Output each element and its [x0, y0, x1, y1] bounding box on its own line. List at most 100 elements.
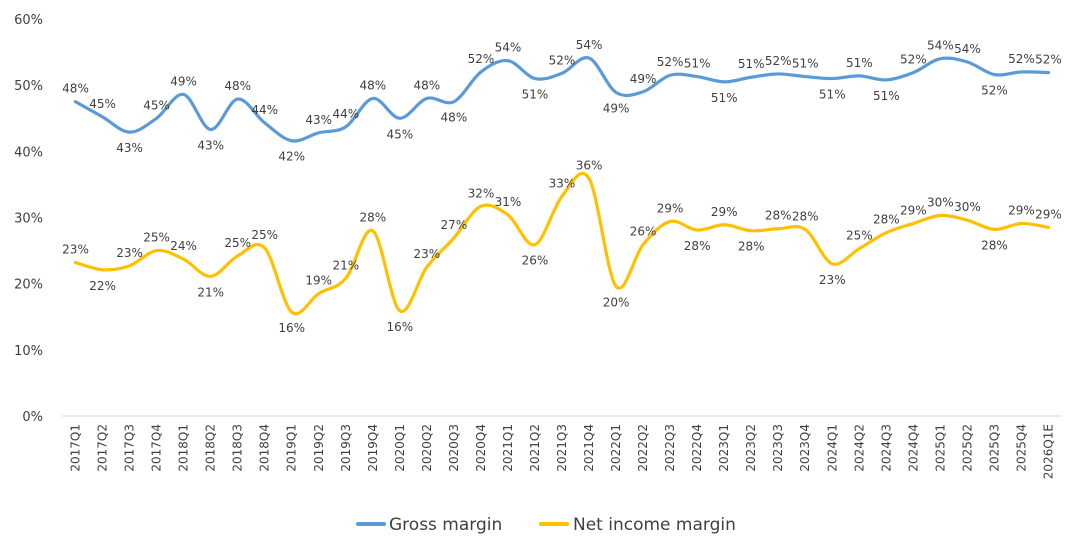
data-label-gross-margin-2024q4: 52%	[900, 53, 927, 67]
data-point-gross-margin-2024q2	[857, 74, 861, 78]
data-point-gross-margin-2024q4	[911, 71, 915, 75]
data-label-net-income-margin-2025q3: 28%	[981, 238, 1008, 252]
x-tick-label-2024q4: 2024Q4	[906, 424, 920, 472]
x-tick-label-2022q4: 2022Q4	[690, 424, 704, 472]
data-point-net-income-margin-2018q4	[263, 246, 267, 250]
data-label-net-income-margin-2020q4: 32%	[468, 186, 495, 200]
data-label-net-income-margin-2024q1: 23%	[819, 273, 846, 287]
data-point-net-income-margin-2018q1	[182, 257, 186, 261]
data-point-gross-margin-2021q3	[560, 71, 564, 75]
data-label-gross-margin-2025q3: 52%	[981, 84, 1008, 98]
data-point-net-income-margin-2026q1e	[1046, 225, 1050, 229]
legend: Gross margin Net income margin	[356, 515, 736, 535]
data-label-net-income-margin-2024q3: 28%	[873, 213, 900, 227]
data-label-net-income-margin-2023q2: 28%	[738, 240, 765, 254]
y-tick-label-40: 40%	[14, 145, 43, 160]
y-tick-label-30: 30%	[14, 212, 43, 227]
data-point-net-income-margin-2019q2	[317, 292, 321, 296]
data-point-gross-margin-2022q1	[614, 90, 618, 94]
data-label-gross-margin-2022q2: 49%	[630, 72, 657, 86]
x-tick-label-2021q1: 2021Q1	[501, 424, 515, 472]
data-label-gross-margin-2017q2: 45%	[89, 97, 116, 111]
data-point-net-income-margin-2024q1	[830, 262, 834, 266]
data-point-gross-margin-2018q3	[236, 97, 240, 101]
legend-label-net-income-margin: Net income margin	[573, 515, 736, 535]
y-tick-label-20: 20%	[14, 278, 43, 293]
data-label-gross-margin-2023q2: 51%	[738, 57, 765, 71]
data-label-net-income-margin-2019q2: 19%	[305, 274, 332, 288]
data-label-gross-margin-2019q3: 44%	[332, 107, 359, 121]
data-point-net-income-margin-2022q1	[614, 284, 618, 288]
data-label-gross-margin-2026q1e: 52%	[1035, 53, 1062, 67]
data-label-net-income-margin-2019q1: 16%	[278, 321, 305, 335]
x-tick-label-2023q1: 2023Q1	[717, 424, 731, 472]
data-label-gross-margin-2018q1: 49%	[170, 74, 197, 88]
data-point-net-income-margin-2017q2	[101, 268, 105, 272]
data-point-net-income-margin-2024q3	[884, 231, 888, 235]
data-point-gross-margin-2018q4	[263, 121, 267, 125]
data-point-gross-margin-2017q3	[128, 130, 132, 134]
data-label-gross-margin-2023q3: 52%	[765, 54, 792, 68]
data-point-gross-margin-2026q1e	[1046, 71, 1050, 75]
data-label-gross-margin-2018q3: 48%	[224, 79, 251, 93]
x-tick-label-2022q3: 2022Q3	[663, 424, 677, 472]
data-labels-layer: 48%45%43%45%49%43%48%44%42%43% 44%48%45%4…	[62, 38, 1062, 335]
data-point-gross-margin-2017q1	[74, 100, 78, 104]
data-label-net-income-margin-2024q4: 29%	[900, 203, 927, 217]
x-tick-label-2022q1: 2022Q1	[609, 424, 623, 472]
data-label-gross-margin-2019q2: 43%	[305, 113, 332, 127]
x-tick-label-2025q2: 2025Q2	[960, 424, 974, 472]
data-point-gross-margin-2022q2	[641, 90, 645, 94]
data-point-net-income-margin-2020q1	[398, 309, 402, 313]
data-label-net-income-margin-2019q4: 28%	[359, 211, 386, 225]
data-label-gross-margin-2025q4: 52%	[1008, 52, 1035, 66]
data-label-net-income-margin-2021q1: 31%	[495, 195, 522, 209]
data-point-net-income-margin-2023q1	[722, 223, 726, 227]
x-tick-label-2020q4: 2020Q4	[474, 424, 488, 472]
data-label-gross-margin-2021q1: 54%	[495, 41, 522, 55]
series-line-net-income-margin	[73, 171, 1051, 316]
y-axis: 0% 10% 20% 30% 40% 50% 60%	[14, 13, 43, 425]
data-label-gross-margin-2019q1: 42%	[278, 150, 305, 164]
data-point-gross-margin-2018q1	[182, 92, 186, 96]
data-label-net-income-margin-2018q1: 24%	[170, 239, 197, 253]
data-point-net-income-margin-2021q3	[560, 194, 564, 198]
data-label-net-income-margin-2020q2: 23%	[414, 247, 441, 261]
data-point-net-income-margin-2021q2	[533, 243, 537, 247]
data-label-gross-margin-2022q3: 52%	[657, 55, 684, 69]
data-label-net-income-margin-2017q2: 22%	[89, 279, 116, 293]
x-tick-label-2024q1: 2024Q1	[825, 424, 839, 472]
data-point-gross-margin-2019q4	[371, 96, 375, 100]
data-label-net-income-margin-2021q2: 26%	[522, 254, 549, 268]
data-label-gross-margin-2024q2: 51%	[846, 56, 873, 70]
data-point-gross-margin-2025q1	[938, 57, 942, 61]
data-label-gross-margin-2018q2: 43%	[197, 138, 224, 152]
data-label-net-income-margin-2023q1: 29%	[711, 205, 738, 219]
data-label-net-income-margin-2024q2: 25%	[846, 229, 873, 243]
data-label-gross-margin-2024q1: 51%	[819, 88, 846, 102]
data-point-gross-margin-2023q4	[803, 75, 807, 79]
x-tick-label-2017q1: 2017Q1	[69, 424, 83, 472]
data-point-net-income-margin-2017q3	[128, 264, 132, 268]
x-tick-label-2021q3: 2021Q3	[555, 424, 569, 472]
data-point-gross-margin-2025q2	[965, 60, 969, 64]
data-label-gross-margin-2017q3: 43%	[116, 141, 143, 155]
data-point-gross-margin-2017q4	[155, 116, 159, 120]
data-label-gross-margin-2023q4: 51%	[792, 57, 819, 71]
x-tick-label-2023q2: 2023Q2	[744, 424, 758, 472]
x-tick-label-2020q2: 2020Q2	[420, 424, 434, 472]
data-point-net-income-margin-2017q1	[74, 260, 78, 264]
data-point-net-income-margin-2023q4	[803, 227, 807, 231]
data-label-gross-margin-2024q3: 51%	[873, 89, 900, 103]
data-label-net-income-margin-2020q3: 27%	[441, 218, 468, 232]
x-tick-label-2024q3: 2024Q3	[879, 424, 893, 472]
series-line-gross-margin	[73, 56, 1051, 143]
x-tick-label-2017q2: 2017Q2	[96, 424, 110, 472]
y-tick-label-0: 0%	[22, 410, 43, 425]
data-label-net-income-margin-2021q4: 36%	[576, 158, 603, 172]
data-point-net-income-margin-2023q3	[776, 227, 780, 231]
data-label-net-income-margin-2017q4: 25%	[143, 231, 170, 245]
data-label-gross-margin-2020q2: 48%	[414, 78, 441, 92]
x-tick-label-2018q2: 2018Q2	[204, 424, 218, 472]
